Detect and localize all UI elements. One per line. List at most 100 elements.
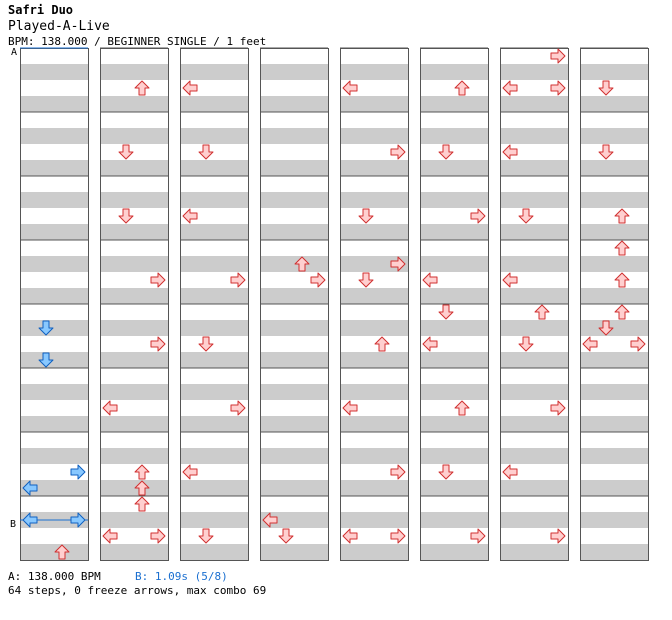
down-arrow-icon	[278, 528, 294, 544]
right-arrow-icon	[470, 208, 486, 224]
right-arrow-icon	[390, 144, 406, 160]
beat-band	[340, 288, 408, 304]
beat-band	[180, 128, 248, 144]
beat-band	[260, 480, 328, 496]
beat-band	[180, 512, 248, 528]
artist-name: Safri Duo	[8, 3, 74, 17]
down-arrow-icon	[598, 144, 614, 160]
beat-band	[500, 128, 568, 144]
chart-column	[260, 47, 329, 561]
left-arrow-icon	[502, 144, 518, 160]
beat-band	[20, 256, 88, 272]
left-arrow-icon	[22, 480, 38, 496]
chart-column	[500, 47, 569, 561]
beat-band	[20, 448, 88, 464]
beat-band	[500, 544, 568, 560]
beat-band	[580, 224, 648, 240]
left-arrow-icon	[22, 512, 38, 528]
down-arrow-icon	[198, 528, 214, 544]
right-arrow-icon	[550, 528, 566, 544]
beat-band	[420, 128, 488, 144]
column-border	[580, 48, 649, 561]
chart-column	[100, 47, 169, 561]
marker-a-label: A	[11, 47, 18, 58]
up-arrow-icon	[534, 304, 550, 320]
beat-band	[420, 160, 488, 176]
beat-band	[580, 480, 648, 496]
down-arrow-icon	[358, 272, 374, 288]
right-arrow-icon	[310, 272, 326, 288]
down-arrow-icon	[438, 464, 454, 480]
column-border	[180, 48, 249, 561]
beat-band	[180, 480, 248, 496]
beat-band	[580, 512, 648, 528]
right-arrow-icon	[390, 256, 406, 272]
beat-band	[340, 480, 408, 496]
up-arrow-icon	[134, 80, 150, 96]
beat-band	[100, 224, 168, 240]
beat-band	[500, 288, 568, 304]
beat-band	[420, 384, 488, 400]
beat-band	[100, 192, 168, 208]
left-arrow-icon	[182, 464, 198, 480]
beat-band	[420, 416, 488, 432]
right-arrow-icon	[550, 80, 566, 96]
beat-band	[20, 384, 88, 400]
beat-band	[260, 544, 328, 560]
beat-band	[260, 160, 328, 176]
up-arrow-icon	[614, 240, 630, 256]
beat-band	[500, 192, 568, 208]
right-arrow-icon	[630, 336, 646, 352]
bpm-legend: A: 138.000 BPM	[8, 570, 101, 583]
beat-band	[100, 288, 168, 304]
beat-band	[180, 352, 248, 368]
beat-band	[20, 416, 88, 432]
beat-band	[420, 352, 488, 368]
beat-band	[420, 448, 488, 464]
beat-band	[340, 160, 408, 176]
chart-column	[180, 47, 249, 561]
left-arrow-icon	[182, 80, 198, 96]
up-arrow-icon	[134, 480, 150, 496]
beat-band	[20, 224, 88, 240]
beat-band	[260, 64, 328, 80]
step-chart	[20, 47, 649, 561]
beat-band	[260, 288, 328, 304]
beat-band	[100, 128, 168, 144]
right-arrow-icon	[70, 464, 86, 480]
beat-band	[580, 256, 648, 272]
right-arrow-icon	[230, 272, 246, 288]
beat-band	[580, 128, 648, 144]
beat-band	[580, 64, 648, 80]
down-arrow-icon	[518, 336, 534, 352]
beat-band	[340, 544, 408, 560]
left-arrow-icon	[342, 80, 358, 96]
beat-band	[180, 416, 248, 432]
beat-band	[180, 256, 248, 272]
beat-band	[420, 96, 488, 112]
beat-band	[340, 224, 408, 240]
beat-band	[580, 448, 648, 464]
up-arrow-icon	[614, 304, 630, 320]
beat-band	[20, 128, 88, 144]
beat-band	[100, 512, 168, 528]
left-arrow-icon	[102, 400, 118, 416]
beat-band	[260, 448, 328, 464]
beat-band	[500, 224, 568, 240]
left-arrow-icon	[102, 528, 118, 544]
beat-band	[180, 384, 248, 400]
down-arrow-icon	[598, 80, 614, 96]
left-arrow-icon	[582, 336, 598, 352]
beat-band	[580, 96, 648, 112]
left-arrow-icon	[502, 272, 518, 288]
column-border	[260, 48, 329, 561]
beat-band	[20, 352, 88, 368]
beat-band	[100, 160, 168, 176]
beat-band	[500, 96, 568, 112]
beat-band	[500, 448, 568, 464]
up-arrow-icon	[134, 496, 150, 512]
beat-band	[20, 96, 88, 112]
up-arrow-icon	[454, 80, 470, 96]
beat-band	[580, 320, 648, 336]
chart-info: BPM: 138.000 / BEGINNER SINGLE / 1 feet	[8, 35, 267, 48]
